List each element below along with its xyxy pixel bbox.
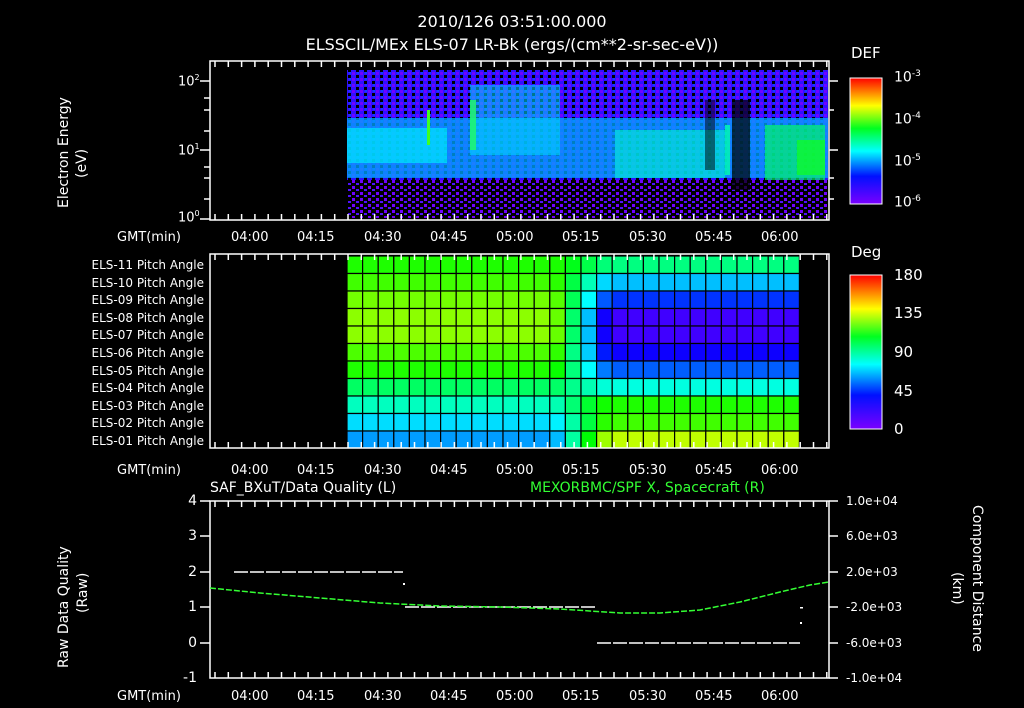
time-tick-label: 04:00 <box>231 463 269 478</box>
time-tick-label: 05:15 <box>562 689 600 704</box>
time-tick-label: 05:45 <box>695 463 733 478</box>
time-tick-label: 06:00 <box>761 230 799 245</box>
time-axis-label: GMT(min) <box>117 230 181 245</box>
quality-ylabel: Raw Data Quality <box>56 546 72 668</box>
deg-tick: 45 <box>894 382 914 400</box>
ytick-label: 10 <box>178 210 195 226</box>
pitch-angle-row-label: ELS-02 Pitch Angle <box>91 416 204 431</box>
def-colorbar-title: DEF <box>851 44 881 62</box>
pitch-angle-row-label: ELS-04 Pitch Angle <box>91 381 204 396</box>
pitch-angle-row-label: ELS-10 Pitch Angle <box>91 275 204 290</box>
time-tick-label: 04:45 <box>430 463 468 478</box>
left-ytick-label: 1 <box>188 599 197 615</box>
left-ytick-label: 0 <box>188 635 197 651</box>
right-ytick-label: -2.0e+03 <box>846 600 903 614</box>
time-tick-label: 05:45 <box>695 230 733 245</box>
time-tick-label: 04:00 <box>231 689 269 704</box>
pitch-angle-row-label: ELS-07 Pitch Angle <box>91 328 204 343</box>
spacecraft-x-series <box>209 581 830 614</box>
right-ytick-label: 1.0e+04 <box>846 494 898 508</box>
pitch-angle-row-label: ELS-03 Pitch Angle <box>91 398 204 413</box>
left-ytick-label: 4 <box>188 493 197 509</box>
time-tick-label: 06:00 <box>761 689 799 704</box>
energy-ylabel-unit: (eV) <box>74 148 90 178</box>
quality-ylabel-unit: (Raw) <box>75 572 91 613</box>
quality-plot-frame <box>200 500 838 679</box>
plot-timestamp: 2010/126 03:51:00.000 <box>417 12 607 31</box>
deg-tick: 180 <box>894 266 923 284</box>
time-axis-label: GMT(min) <box>117 689 181 704</box>
deg-tick: 90 <box>894 343 914 361</box>
deg-colorbar <box>849 274 883 430</box>
right-series-title: MEXORBMC/SPF X, Spacecraft (R) <box>530 480 765 496</box>
left-series-title: SAF_BXuT/Data Quality (L) <box>210 480 397 496</box>
energy-spectrogram <box>347 70 828 218</box>
left-ytick-label: 3 <box>188 528 197 544</box>
deg-tick: 135 <box>894 304 923 322</box>
time-tick-label: 04:45 <box>430 689 468 704</box>
left-ytick-label: -1 <box>183 670 197 686</box>
right-ytick-label: -6.0e+03 <box>846 636 903 650</box>
pitch-angle-grid <box>346 255 800 450</box>
time-tick-label: 05:30 <box>629 463 667 478</box>
pitch-angle-row-label: ELS-08 Pitch Angle <box>91 310 204 325</box>
time-tick-label: 04:45 <box>430 230 468 245</box>
time-tick-label: 05:30 <box>629 689 667 704</box>
time-tick-label: 05:00 <box>496 689 534 704</box>
right-ytick-label: 6.0e+03 <box>846 529 898 543</box>
left-ytick-label: 2 <box>188 564 197 580</box>
deg-tick: 0 <box>894 420 904 438</box>
pitch-angle-frame <box>209 253 830 449</box>
time-tick-label: 05:00 <box>496 463 534 478</box>
ytick-label: 10 <box>178 74 195 90</box>
right-ytick-label: 2.0e+03 <box>846 565 898 579</box>
time-tick-label: 04:15 <box>297 230 335 245</box>
time-tick-label: 05:30 <box>629 230 667 245</box>
data-quality-series <box>234 571 803 644</box>
pitch-angle-row-label: ELS-11 Pitch Angle <box>91 258 204 272</box>
pitch-angle-row-label: ELS-06 Pitch Angle <box>91 346 204 360</box>
time-axis-label: GMT(min) <box>117 463 181 478</box>
time-tick-label: 04:15 <box>297 463 335 478</box>
time-tick-label: 05:00 <box>496 230 534 245</box>
time-tick-label: 04:30 <box>364 230 402 245</box>
right-ytick-label: -1.0e+04 <box>846 671 903 685</box>
energy-ylabel: Electron Energy <box>56 97 72 208</box>
pitch-angle-row-label: ELS-05 Pitch Angle <box>91 363 204 378</box>
def-colorbar <box>849 77 883 205</box>
time-tick-label: 04:30 <box>364 463 402 478</box>
ytick-label: 10 <box>178 143 195 159</box>
distance-ylabel-unit: (km) <box>949 572 965 605</box>
pitch-angle-row-label: ELS-01 Pitch Angle <box>91 434 204 448</box>
distance-ylabel: Component Distance <box>969 505 985 652</box>
time-tick-label: 04:00 <box>231 230 269 245</box>
plot-subtitle: ELSSCIL/MEx ELS-07 LR-Bk (ergs/(cm**2-sr… <box>305 35 719 54</box>
time-tick-label: 06:00 <box>761 463 799 478</box>
energy-plot-frame <box>200 60 838 221</box>
time-tick-label: 05:15 <box>562 230 600 245</box>
time-tick-label: 04:15 <box>297 689 335 704</box>
time-tick-label: 04:30 <box>364 689 402 704</box>
time-tick-label: 05:45 <box>695 689 733 704</box>
deg-colorbar-title: Deg <box>851 243 882 261</box>
pitch-angle-row-label: ELS-09 Pitch Angle <box>91 293 204 308</box>
time-tick-label: 05:15 <box>562 463 600 478</box>
